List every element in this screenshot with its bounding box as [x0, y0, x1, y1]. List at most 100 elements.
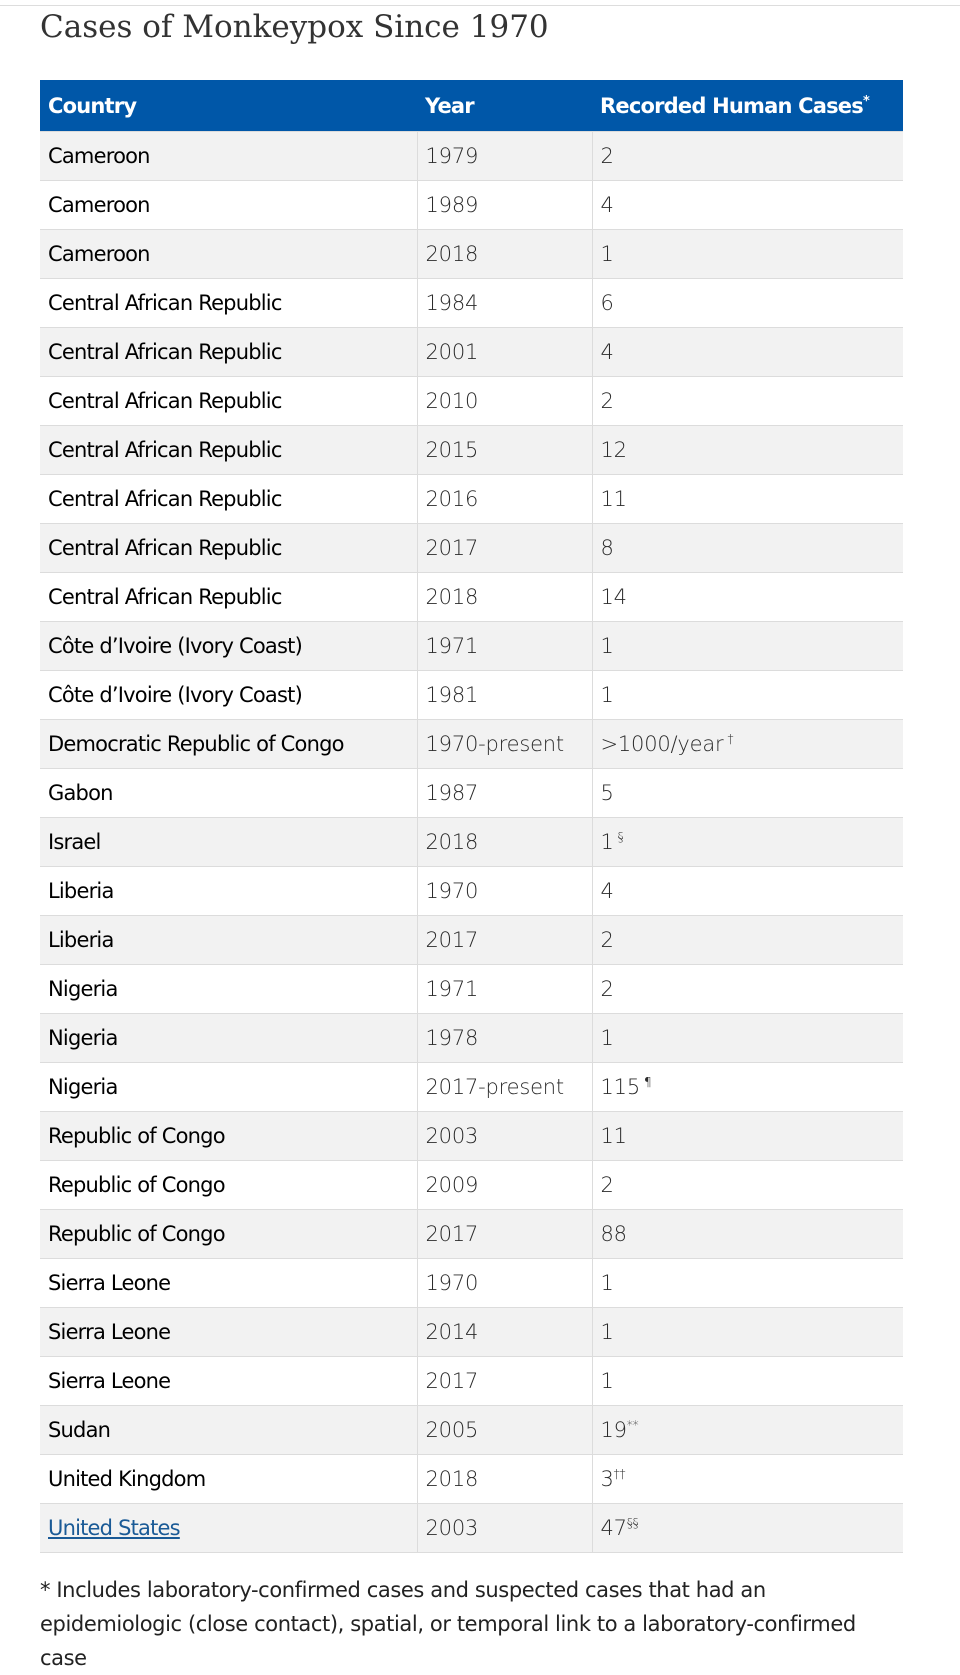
cell-country: Central African Republic — [40, 376, 417, 426]
country-name: Israel — [48, 830, 101, 854]
case-count: 1 — [600, 1271, 614, 1295]
cell-year: 2003 — [416, 1503, 592, 1553]
case-count: 1 — [600, 242, 614, 266]
cell-year: 2014 — [416, 1307, 592, 1357]
country-name: Central African Republic — [48, 340, 282, 364]
table-row: Republic of Congo 2017 88 — [40, 1209, 903, 1259]
cell-cases: 4 — [591, 866, 903, 916]
country-name: Central African Republic — [48, 585, 282, 609]
cell-cases: 1 — [591, 1013, 903, 1063]
country-link[interactable]: United States — [48, 1516, 181, 1540]
case-count: 2 — [600, 928, 614, 952]
table-row: Israel 2018 1 § — [40, 817, 903, 867]
cell-cases: 1 — [591, 621, 903, 671]
cell-cases: 3†† — [591, 1454, 903, 1504]
table-row: Central African Republic 2001 4 — [40, 327, 903, 377]
cell-cases: 11 — [591, 474, 903, 524]
cell-cases: 1 — [591, 1307, 903, 1357]
table-row: Gabon 1987 5 — [40, 768, 903, 818]
cell-year: 2018 — [416, 572, 592, 622]
cell-country: Sierra Leone — [40, 1356, 417, 1406]
country-name: Cameroon — [48, 193, 150, 217]
table-row: United Kingdom 2018 3†† — [40, 1454, 903, 1504]
case-count: 12 — [600, 438, 628, 462]
country-name: Republic of Congo — [48, 1173, 226, 1197]
table-row: Nigeria 2017-present 115 ¶ — [40, 1062, 903, 1112]
cell-year: 2009 — [416, 1160, 592, 1210]
cell-cases: 14 — [591, 572, 903, 622]
table-row: Liberia 2017 2 — [40, 915, 903, 965]
cell-country: Nigeria — [40, 1062, 417, 1112]
table-row: Republic of Congo 2003 11 — [40, 1111, 903, 1161]
case-count: 11 — [600, 1124, 628, 1148]
case-count: 3 — [600, 1467, 614, 1491]
cell-country: Central African Republic — [40, 425, 417, 475]
cell-cases: 1 — [591, 1258, 903, 1308]
country-name: Nigeria — [48, 1075, 118, 1099]
cell-country: Liberia — [40, 915, 417, 965]
cell-year: 2003 — [416, 1111, 592, 1161]
case-count: 8 — [600, 536, 614, 560]
cell-year: 2017-present — [416, 1062, 592, 1112]
country-name: Gabon — [48, 781, 113, 805]
country-name: Liberia — [48, 879, 114, 903]
cell-country: Central African Republic — [40, 327, 417, 377]
case-count: 115 — [600, 1075, 641, 1099]
table-row: Côte d’Ivoire (Ivory Coast) 1971 1 — [40, 621, 903, 671]
footnote-marker: §§ — [626, 1516, 639, 1530]
country-name: Sierra Leone — [48, 1271, 171, 1295]
case-count: 4 — [600, 340, 614, 364]
case-count: 2 — [600, 389, 614, 413]
country-name: Nigeria — [48, 977, 118, 1001]
case-count: 2 — [600, 977, 614, 1001]
footnote-marker: †† — [613, 1467, 626, 1481]
cell-country: Cameroon — [40, 180, 417, 230]
country-name: Republic of Congo — [48, 1124, 226, 1148]
top-divider — [0, 5, 960, 6]
cell-cases: >1000/year † — [591, 719, 903, 769]
cell-country: Nigeria — [40, 1013, 417, 1063]
case-count: 1 — [600, 1320, 614, 1344]
table-row: Sierra Leone 2014 1 — [40, 1307, 903, 1357]
case-count: 88 — [600, 1222, 628, 1246]
cell-cases: 4 — [591, 327, 903, 377]
cell-country: Côte d’Ivoire (Ivory Coast) — [40, 670, 417, 720]
cell-year: 1987 — [416, 768, 592, 818]
cell-cases: 1 — [591, 1356, 903, 1406]
cell-year: 1970-present — [416, 719, 592, 769]
table-header-row: Country Year Recorded Human Cases* — [40, 80, 903, 132]
cell-cases: 2 — [591, 1160, 903, 1210]
case-count: 2 — [600, 1173, 614, 1197]
country-name: United Kingdom — [48, 1467, 206, 1491]
case-count: 11 — [600, 487, 628, 511]
case-count: 5 — [600, 781, 614, 805]
cell-country: Israel — [40, 817, 417, 867]
table-row: Cameroon 2018 1 — [40, 229, 903, 279]
cell-cases: 4 — [591, 180, 903, 230]
cell-country: Cameroon — [40, 229, 417, 279]
cell-country: United States — [40, 1503, 417, 1553]
cell-country: Cameroon — [40, 131, 417, 181]
country-name: Republic of Congo — [48, 1222, 226, 1246]
cell-year: 1970 — [416, 866, 592, 916]
column-header-cases: Recorded Human Cases* — [592, 80, 903, 132]
footnote-marker: ** — [626, 1418, 639, 1432]
monkeypox-cases-table: Country Year Recorded Human Cases* Camer… — [40, 80, 903, 1553]
column-header-country: Country — [40, 80, 417, 132]
country-name: Central African Republic — [48, 438, 282, 462]
country-name: Côte d’Ivoire (Ivory Coast) — [48, 683, 303, 707]
table-row: Cameroon 1989 4 — [40, 180, 903, 230]
footnote-marker: § — [617, 830, 624, 844]
country-name: Sudan — [48, 1418, 111, 1442]
table-row: Cameroon 1979 2 — [40, 131, 903, 181]
table-row: Central African Republic 2015 12 — [40, 425, 903, 475]
cell-year: 2001 — [416, 327, 592, 377]
country-name: Central African Republic — [48, 389, 282, 413]
cell-year: 1971 — [416, 964, 592, 1014]
country-name: Cameroon — [48, 144, 150, 168]
footnote-marker: * — [862, 93, 870, 109]
country-name: Central African Republic — [48, 487, 282, 511]
cell-year: 2017 — [416, 523, 592, 573]
country-name: Côte d’Ivoire (Ivory Coast) — [48, 634, 303, 658]
cell-country: Sierra Leone — [40, 1307, 417, 1357]
